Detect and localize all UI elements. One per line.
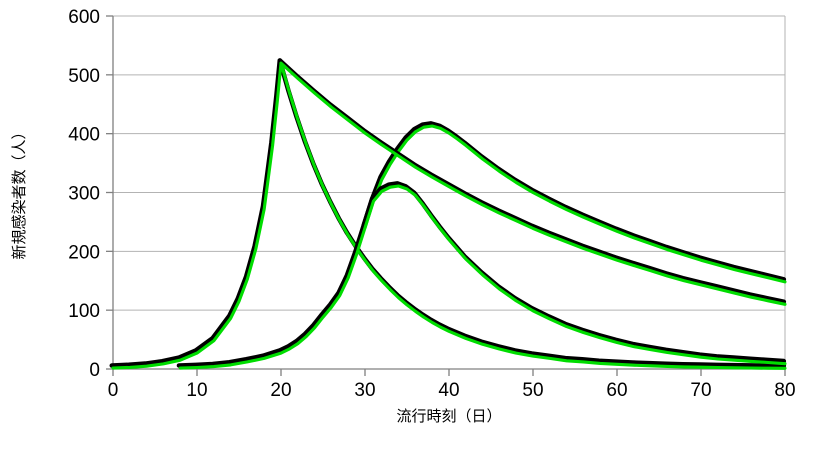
slow-decline-after-sharp-peak-green-line bbox=[279, 61, 787, 306]
y-tick-label-200: 200 bbox=[68, 242, 100, 263]
x-tick-label-30: 30 bbox=[354, 380, 375, 401]
tick-labels: 0 10 20 30 40 50 60 70 80 0 100 200 300 400 500 600 bbox=[68, 7, 795, 401]
y-tick-label-100: 100 bbox=[68, 301, 100, 322]
x-tick-label-20: 20 bbox=[270, 380, 291, 401]
broad-epidemic-high-peak-green-line bbox=[363, 124, 787, 284]
gridlines bbox=[113, 15, 785, 370]
tick-marks bbox=[106, 15, 786, 376]
x-tick-label-40: 40 bbox=[438, 380, 459, 401]
fast-epidemic-sharp-peak-green-line bbox=[111, 61, 787, 370]
y-tick-label-500: 500 bbox=[68, 66, 100, 87]
x-tick-label-0: 0 bbox=[108, 380, 119, 401]
y-tick-label-0: 0 bbox=[89, 360, 100, 381]
y-tick-label-300: 300 bbox=[68, 184, 100, 205]
x-tick-label-80: 80 bbox=[774, 380, 795, 401]
y-axis-title: 新規感染者数（人） bbox=[11, 124, 28, 259]
x-tick-label-50: 50 bbox=[522, 380, 543, 401]
x-axis-title: 流行時刻（日） bbox=[396, 408, 501, 425]
broad-epidemic-low-peak-green-line bbox=[178, 184, 787, 370]
fast-epidemic-sharp-peak-black-line bbox=[109, 58, 787, 369]
slow-decline-after-sharp-peak-black-line bbox=[277, 58, 787, 305]
data-series bbox=[109, 58, 787, 370]
broad-epidemic-high-peak-black-line bbox=[361, 121, 787, 282]
y-tick-label-400: 400 bbox=[68, 125, 100, 146]
x-tick-label-60: 60 bbox=[606, 380, 627, 401]
y-tick-label-600: 600 bbox=[68, 7, 100, 28]
x-tick-label-70: 70 bbox=[690, 380, 711, 401]
x-tick-label-10: 10 bbox=[186, 380, 207, 401]
